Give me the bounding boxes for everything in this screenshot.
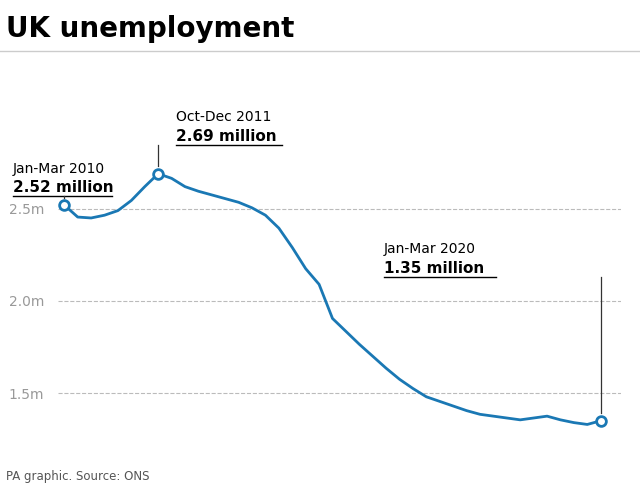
Text: UK unemployment: UK unemployment <box>6 15 295 42</box>
Text: Jan-Mar 2020: Jan-Mar 2020 <box>384 242 476 256</box>
Text: 2.69 million: 2.69 million <box>176 129 276 144</box>
Text: 2.52 million: 2.52 million <box>13 180 113 195</box>
Text: 1.35 million: 1.35 million <box>384 261 484 276</box>
Text: PA graphic. Source: ONS: PA graphic. Source: ONS <box>6 470 150 483</box>
Text: Oct-Dec 2011: Oct-Dec 2011 <box>176 110 271 124</box>
Text: Jan-Mar 2010: Jan-Mar 2010 <box>13 162 105 176</box>
